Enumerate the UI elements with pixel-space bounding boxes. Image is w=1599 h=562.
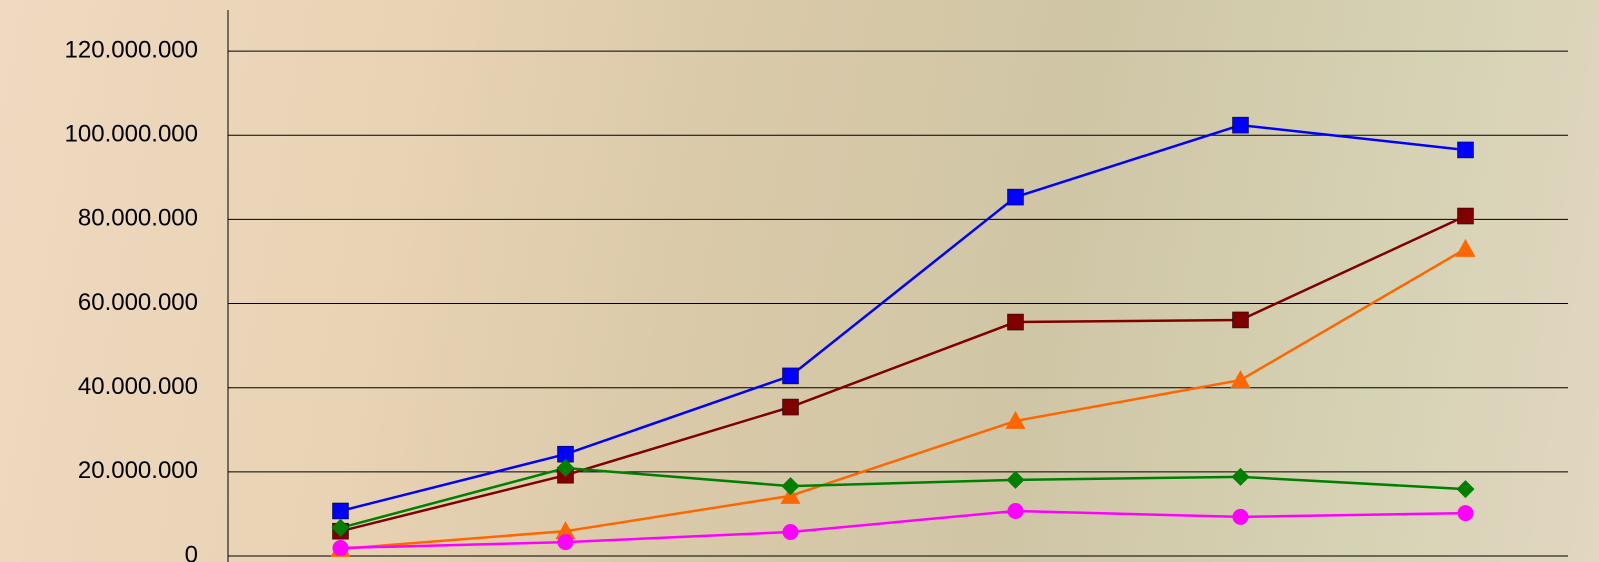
y-tick-label: 120.000.000 <box>65 36 198 63</box>
marker <box>333 540 349 556</box>
page: 0 20.000.000 40.000.000 60.000.000 80.000.00… <box>0 0 1599 562</box>
y-tick-label: 40.000.000 <box>78 373 198 400</box>
series-line <box>341 511 1466 548</box>
y-tick-label: 20.000.000 <box>78 457 198 484</box>
marker <box>1007 471 1025 489</box>
series-line <box>341 468 1466 528</box>
marker <box>1008 189 1024 205</box>
marker <box>783 399 799 415</box>
marker <box>1008 314 1024 330</box>
marker <box>1457 480 1475 498</box>
marker <box>558 534 574 550</box>
marker <box>783 524 799 540</box>
marker <box>1233 509 1249 525</box>
marker <box>1008 503 1024 519</box>
y-tick-label: 100.000.000 <box>65 121 198 148</box>
marker <box>1458 208 1474 224</box>
marker <box>1231 370 1251 388</box>
marker <box>333 503 349 519</box>
marker <box>1456 239 1476 257</box>
chart: 0 20.000.000 40.000.000 60.000.000 80.000.00… <box>0 0 1599 562</box>
marker <box>1458 505 1474 521</box>
series-line <box>341 125 1466 511</box>
y-tick-label: 0 <box>185 541 198 562</box>
marker <box>1232 468 1250 486</box>
marker <box>1233 117 1249 133</box>
marker <box>1233 312 1249 328</box>
y-tick-label: 60.000.000 <box>78 289 198 316</box>
marker <box>783 368 799 384</box>
marker <box>1458 142 1474 158</box>
y-tick-label: 80.000.000 <box>78 205 198 232</box>
